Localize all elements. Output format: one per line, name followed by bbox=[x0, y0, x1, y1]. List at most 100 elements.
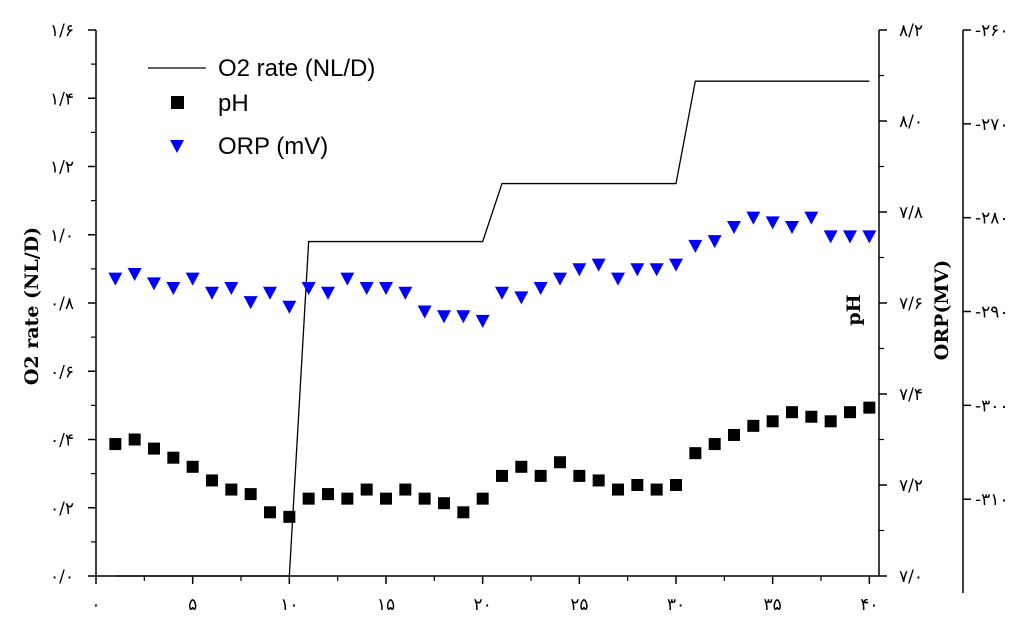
orp-point bbox=[301, 282, 316, 296]
x-tick-label: ۲۰ bbox=[474, 595, 492, 615]
orp-point bbox=[166, 282, 181, 296]
ph-point bbox=[786, 406, 798, 419]
ph-point bbox=[167, 451, 180, 464]
orp-point bbox=[379, 282, 393, 296]
x-tick-label: ۴۰ bbox=[860, 595, 878, 615]
ph-point bbox=[380, 492, 392, 505]
y-orp-tick-label: -۳۱۰ bbox=[975, 490, 1009, 510]
y-ph-tick-label: ۸/۰ bbox=[899, 112, 923, 132]
ph-point bbox=[225, 483, 238, 496]
y-axis-ph-title: pH bbox=[843, 294, 865, 325]
ph-point bbox=[747, 419, 760, 432]
x-tick-label: ۲۵ bbox=[570, 595, 588, 615]
ph-point bbox=[128, 433, 141, 446]
y-left-tick-label: ۰/۲ bbox=[50, 499, 74, 519]
orp-point bbox=[398, 286, 413, 300]
ph-point bbox=[728, 428, 740, 441]
orp-point bbox=[649, 263, 664, 277]
ph-point bbox=[515, 460, 528, 473]
y-orp-tick-label: -۲۸۰ bbox=[975, 209, 1009, 229]
orp-point bbox=[108, 272, 123, 286]
ph-point bbox=[418, 492, 431, 505]
legend-swatch-orp bbox=[170, 140, 184, 153]
orp-point bbox=[746, 211, 761, 225]
legend-label: pH bbox=[218, 90, 249, 117]
orp-point bbox=[804, 211, 819, 225]
orp-point bbox=[862, 230, 877, 244]
ph-point bbox=[708, 438, 721, 451]
ph-point bbox=[824, 415, 837, 428]
x-tick-label: ۳۰ bbox=[667, 595, 685, 615]
y-left-tick-label: ۰/۶ bbox=[50, 362, 74, 382]
ph-point bbox=[476, 492, 489, 505]
orp-point bbox=[243, 296, 258, 310]
ph-point bbox=[302, 492, 315, 505]
ph-point bbox=[573, 469, 586, 482]
orp-point bbox=[359, 282, 374, 296]
orp-point bbox=[185, 272, 200, 286]
y-left-tick-label: ۰/۴ bbox=[50, 431, 74, 451]
x-tick-label: ۳۵ bbox=[764, 595, 782, 615]
x-tick-label: ۱۰ bbox=[280, 595, 298, 615]
y-ph-tick-label: ۸/۲ bbox=[899, 21, 923, 41]
x-axis: ۰ ۵ ۱۰ ۱۵ ۲۰ ۲۵ ۳۰ ۳۵ ۴۰ bbox=[91, 576, 878, 615]
ph-point bbox=[283, 510, 296, 523]
y-ph-tick-label: ۷/۶ bbox=[899, 294, 923, 314]
orp-point bbox=[572, 263, 587, 277]
ph-point bbox=[438, 497, 450, 510]
y-orp-tick-label: -۳۰۰ bbox=[975, 396, 1009, 416]
y-ph-tick-label: ۷/۰ bbox=[899, 567, 923, 587]
ph-point bbox=[206, 474, 218, 487]
ph-point bbox=[186, 460, 199, 473]
ph-point bbox=[766, 415, 779, 428]
orp-point bbox=[282, 300, 297, 314]
orp-point bbox=[340, 272, 355, 286]
y-axis-left: ۰/۰ ۰/۲ ۰/۴ ۰/۶ ۰/۸ ۱/۰ ۱/۲ ۱/۴ ۱/۶ bbox=[50, 21, 96, 587]
x-tick-label: ۵ bbox=[188, 595, 197, 615]
ph-point bbox=[109, 438, 122, 451]
orp-point bbox=[785, 221, 799, 235]
orp-point bbox=[669, 258, 683, 272]
legend-label: O2 rate (NL/D) bbox=[218, 55, 375, 82]
orp-point bbox=[823, 230, 838, 244]
x-tick-label: ۰ bbox=[91, 595, 100, 615]
ph-point bbox=[399, 483, 412, 496]
orp-point bbox=[127, 267, 142, 281]
ph-point bbox=[360, 483, 373, 496]
y-orp-tick-label: -۲۷۰ bbox=[975, 115, 1009, 135]
y-left-tick-label: ۰/۸ bbox=[50, 294, 74, 314]
ph-point bbox=[805, 410, 818, 423]
y-left-tick-label: ۰/۰ bbox=[50, 567, 74, 587]
series-layer bbox=[108, 80, 877, 577]
orp-point bbox=[533, 282, 548, 296]
orp-point bbox=[553, 272, 567, 286]
y-left-tick-label: ۱/۴ bbox=[50, 89, 74, 109]
y-axis-orp: -۳۱۰ -۳۰۰ -۲۹۰ -۲۸۰ -۲۷۰ -۲۶۰ bbox=[963, 21, 1009, 510]
ph-point bbox=[863, 401, 876, 414]
ph-point bbox=[244, 488, 257, 501]
orp-point bbox=[514, 291, 529, 305]
y-ph-tick-label: ۷/۴ bbox=[899, 385, 923, 405]
ph-point bbox=[689, 447, 702, 460]
ph-point bbox=[496, 469, 508, 482]
orp-point bbox=[591, 258, 606, 272]
ph-point bbox=[534, 469, 547, 482]
ph-point bbox=[650, 483, 663, 496]
orp-point bbox=[147, 277, 161, 291]
legend-label: ORP (mV) bbox=[218, 133, 328, 160]
orp-point bbox=[765, 216, 780, 230]
y-orp-tick-label: -۲۹۰ bbox=[975, 303, 1009, 323]
orp-point bbox=[475, 314, 490, 328]
orp-point bbox=[224, 282, 239, 296]
y-axis-orp-title: ORP(MV) bbox=[931, 260, 953, 360]
y-left-tick-label: ۱/۶ bbox=[50, 21, 74, 41]
orp-point bbox=[611, 272, 625, 286]
ph-point bbox=[341, 492, 354, 505]
ph-point bbox=[631, 479, 644, 491]
y-left-tick-label: ۱/۲ bbox=[50, 158, 74, 178]
ph-point bbox=[670, 479, 682, 491]
orp-point bbox=[630, 263, 645, 277]
legend-swatch-ph bbox=[171, 96, 184, 109]
legend: O2 rate (NL/D) pH ORP (mV) bbox=[148, 55, 375, 160]
